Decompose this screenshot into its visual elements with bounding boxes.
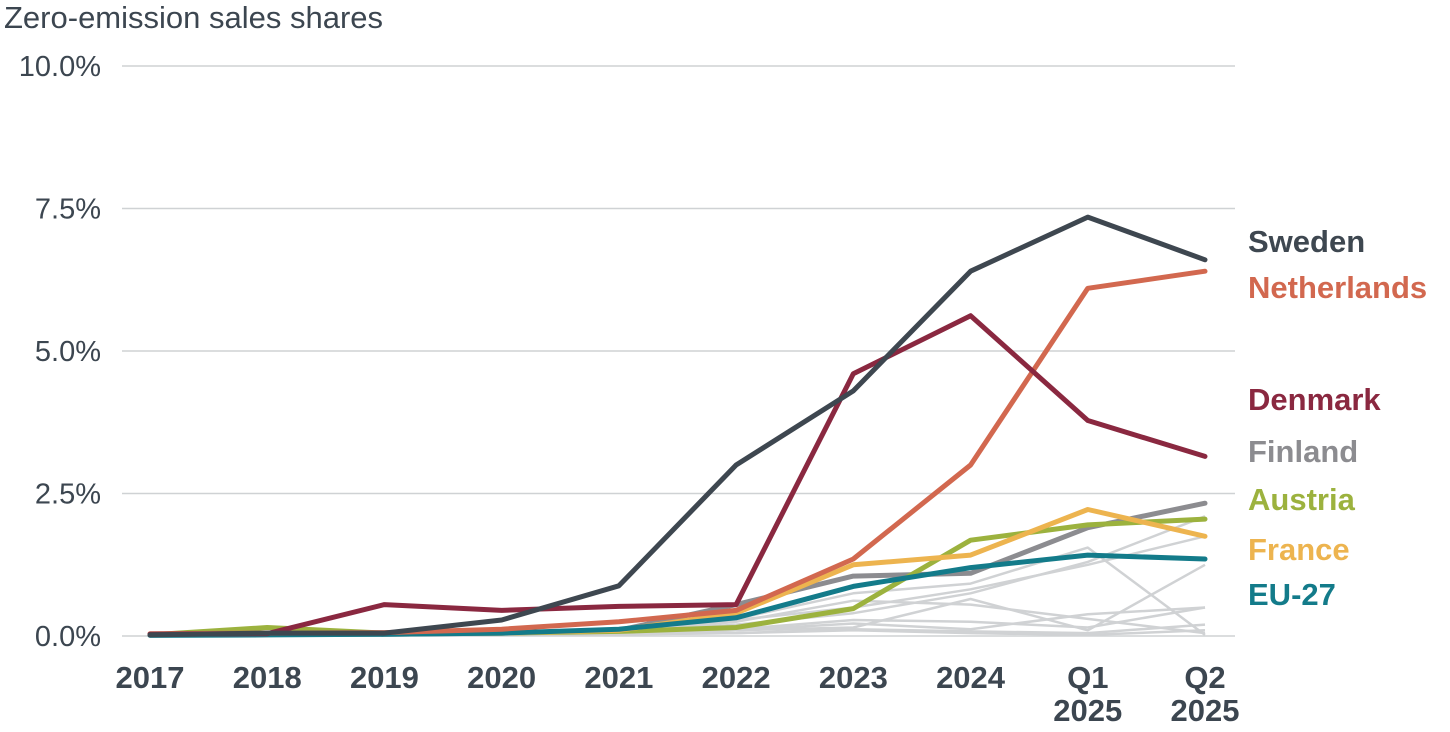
x-tick-label: 2018 xyxy=(233,660,302,695)
y-tick-label: 7.5% xyxy=(35,194,101,226)
series-label-france: France xyxy=(1248,532,1350,567)
series-label-netherlands: Netherlands xyxy=(1248,270,1427,305)
series-lines xyxy=(147,214,1208,638)
x-tick-label: 2019 xyxy=(350,660,419,695)
series-label-denmark: Denmark xyxy=(1248,382,1381,417)
y-tick-label: 2.5% xyxy=(35,479,101,511)
x-tick-label: 2023 xyxy=(819,660,888,695)
series-label-finland: Finland xyxy=(1248,434,1358,469)
series-labels: Sweden Netherlands Denmark Finland Austria Fr… xyxy=(1248,224,1427,612)
x-tick-label: 2021 xyxy=(584,660,653,695)
x-axis-ticks: 2017 2018 2019 2020 2021 2022 2023 2024 Q1 2025 Q2… xyxy=(116,660,1240,728)
series-line-sweden xyxy=(147,214,1208,638)
y-tick-label: 10.0% xyxy=(19,51,101,83)
series-label-eu-27: EU-27 xyxy=(1248,577,1336,612)
series-line-denmark xyxy=(147,313,1208,637)
series-label-austria: Austria xyxy=(1248,482,1356,517)
y-tick-label: 5.0% xyxy=(35,336,101,368)
x-tick-label: Q2 2025 xyxy=(1171,660,1240,728)
y-axis-ticks: 0.0% 2.5% 5.0% 7.5% 10.0% xyxy=(19,51,101,653)
x-tick-label: 2024 xyxy=(936,660,1006,695)
series-line-netherlands xyxy=(147,268,1208,637)
series-label-sweden: Sweden xyxy=(1248,224,1365,259)
y-tick-label: 0.0% xyxy=(35,621,101,653)
x-tick-label: 2022 xyxy=(702,660,771,695)
x-tick-label: 2020 xyxy=(467,660,536,695)
gridlines xyxy=(122,65,1235,637)
chart-title: Zero-emission sales shares xyxy=(4,0,384,35)
x-tick-label: 2017 xyxy=(116,660,185,695)
x-tick-label: Q1 2025 xyxy=(1053,660,1122,728)
